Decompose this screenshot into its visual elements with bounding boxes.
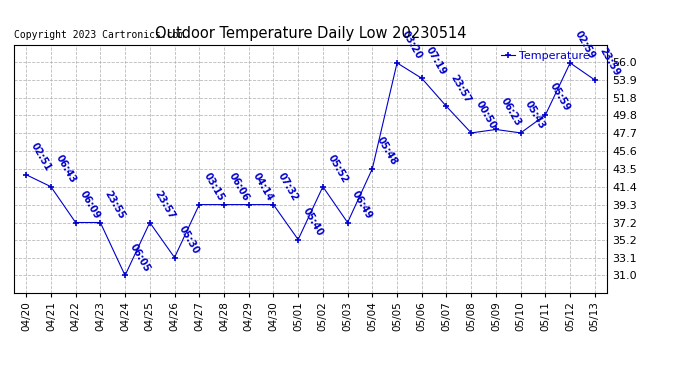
- Text: 05:40: 05:40: [301, 206, 325, 238]
- Temperature: [492, 127, 500, 132]
- Temperature: [170, 255, 179, 260]
- Temperature: [541, 113, 549, 117]
- Text: 23:55: 23:55: [103, 189, 127, 221]
- Text: 05:30: 05:30: [177, 224, 201, 256]
- Temperature: [121, 273, 129, 278]
- Temperature: [517, 130, 525, 135]
- Temperature: [269, 202, 277, 207]
- Text: 06:09: 06:09: [78, 189, 102, 221]
- Text: 07:19: 07:19: [424, 45, 448, 76]
- Text: 03:20: 03:20: [400, 29, 424, 61]
- Text: 04:14: 04:14: [251, 171, 275, 203]
- Temperature: [146, 220, 154, 225]
- Text: Copyright 2023 Cartronics.com: Copyright 2023 Cartronics.com: [14, 30, 184, 40]
- Temperature: [319, 184, 327, 189]
- Text: 23:57: 23:57: [449, 73, 473, 105]
- Text: 03:15: 03:15: [201, 171, 226, 203]
- Temperature: [22, 172, 30, 177]
- Temperature: [442, 104, 451, 109]
- Temperature: [72, 220, 80, 225]
- Legend: Temperature: Temperature: [501, 51, 590, 60]
- Line: Temperature: Temperature: [23, 60, 598, 279]
- Text: 00:50: 00:50: [474, 99, 498, 131]
- Temperature: [220, 202, 228, 207]
- Text: 02:59: 02:59: [573, 29, 597, 61]
- Text: 23:57: 23:57: [152, 189, 177, 221]
- Text: 06:23: 06:23: [498, 96, 522, 128]
- Text: 06:05: 06:05: [128, 242, 152, 274]
- Text: 05:48: 05:48: [375, 135, 399, 167]
- Title: Outdoor Temperature Daily Low 20230514: Outdoor Temperature Daily Low 20230514: [155, 26, 466, 41]
- Temperature: [47, 184, 55, 189]
- Text: 05:43: 05:43: [523, 99, 547, 131]
- Temperature: [344, 220, 352, 225]
- Text: 06:43: 06:43: [53, 153, 77, 185]
- Text: 06:49: 06:49: [350, 189, 374, 221]
- Temperature: [294, 237, 302, 242]
- Temperature: [417, 76, 426, 81]
- Temperature: [566, 61, 574, 65]
- Temperature: [96, 220, 104, 225]
- Text: 23:59: 23:59: [598, 46, 622, 78]
- Text: 05:59: 05:59: [548, 81, 572, 113]
- Text: 05:52: 05:52: [326, 153, 350, 185]
- Temperature: [591, 78, 599, 82]
- Text: 07:32: 07:32: [276, 171, 300, 203]
- Temperature: [195, 202, 204, 207]
- Temperature: [393, 61, 401, 65]
- Temperature: [244, 202, 253, 207]
- Text: 06:06: 06:06: [226, 171, 250, 203]
- Temperature: [368, 166, 377, 171]
- Temperature: [467, 130, 475, 135]
- Text: 02:51: 02:51: [29, 141, 53, 173]
